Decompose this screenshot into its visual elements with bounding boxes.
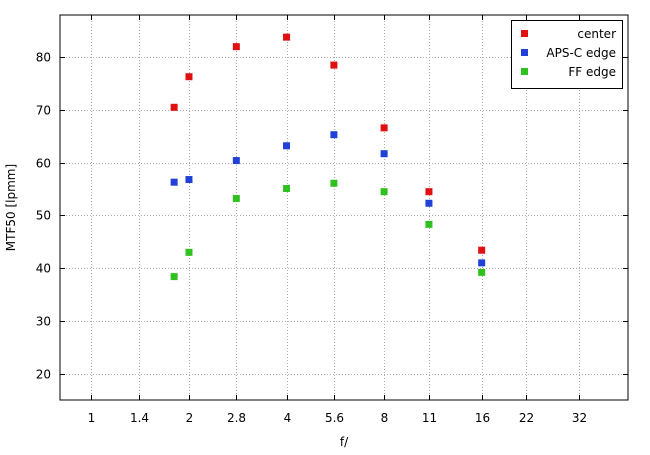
point-ff-edge xyxy=(330,179,338,187)
point-aps-c-edge xyxy=(425,199,433,207)
point-aps-c-edge xyxy=(170,178,178,186)
x-tick-label: 2.8 xyxy=(227,411,246,425)
point-center xyxy=(283,33,291,41)
point-center xyxy=(170,103,178,111)
x-tick-label: 5.6 xyxy=(325,411,344,425)
y-tick-label: 50 xyxy=(36,209,51,223)
point-aps-c-edge xyxy=(380,150,388,158)
point-ff-edge xyxy=(185,248,193,256)
plot-frame xyxy=(59,14,629,401)
point-ff-edge xyxy=(425,220,433,228)
y-tick-label: 80 xyxy=(36,51,51,65)
point-center xyxy=(185,73,193,81)
point-ff-edge xyxy=(478,268,486,276)
legend-swatch xyxy=(521,30,528,37)
x-tick-label: 2 xyxy=(186,411,194,425)
point-center xyxy=(232,43,240,51)
x-tick-label: 32 xyxy=(572,411,587,425)
y-tick-label: 60 xyxy=(36,157,51,171)
point-aps-c-edge xyxy=(232,157,240,165)
point-center xyxy=(380,124,388,132)
x-tick-label: 22 xyxy=(519,411,534,425)
legend-label: APS-C edge xyxy=(546,46,616,60)
x-tick-label: 1 xyxy=(88,411,96,425)
point-aps-c-edge xyxy=(478,259,486,267)
axis-ticks: 1 1.4 2 2.8 4 5.6 8 11 16 22 32 20 30 40 50 60 70 80 xyxy=(36,15,628,425)
y-axis-label: MTF50 [lpmm] xyxy=(4,164,18,251)
legend-label: FF edge xyxy=(568,65,616,79)
legend-swatch xyxy=(521,49,528,56)
point-ff-edge xyxy=(380,188,388,196)
point-ff-edge xyxy=(170,273,178,281)
legend-box xyxy=(511,20,623,89)
legend-label: center xyxy=(577,27,616,41)
point-center xyxy=(478,246,486,254)
x-axis-label: f/ xyxy=(340,435,349,449)
y-tick-label: 20 xyxy=(36,368,51,382)
point-aps-c-edge xyxy=(185,176,193,184)
data-points xyxy=(170,33,486,281)
x-tick-label: 4 xyxy=(284,411,292,425)
point-center xyxy=(330,61,338,69)
point-ff-edge xyxy=(232,195,240,203)
grid xyxy=(60,15,628,400)
x-tick-label: 1.4 xyxy=(130,411,149,425)
x-tick-label: 8 xyxy=(381,411,389,425)
point-aps-c-edge xyxy=(330,131,338,139)
legend: center APS-C edge FF edge xyxy=(511,20,623,89)
point-aps-c-edge xyxy=(283,142,291,150)
point-center xyxy=(425,188,433,196)
point-ff-edge xyxy=(283,185,291,193)
legend-swatch xyxy=(521,68,528,75)
x-tick-label: 16 xyxy=(475,411,490,425)
y-tick-label: 70 xyxy=(36,104,51,118)
y-tick-label: 30 xyxy=(36,315,51,329)
y-tick-label: 40 xyxy=(36,262,51,276)
x-tick-label: 11 xyxy=(422,411,437,425)
